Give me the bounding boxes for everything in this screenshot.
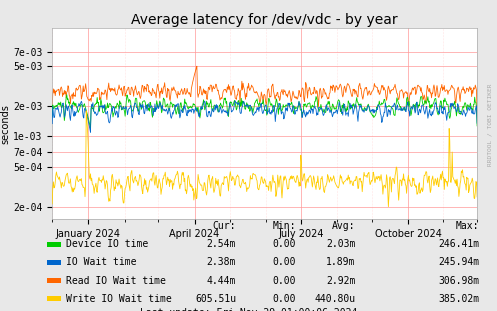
Text: 306.98m: 306.98m (438, 276, 480, 285)
Text: IO Wait time: IO Wait time (66, 258, 137, 267)
Text: 0.00: 0.00 (272, 239, 296, 249)
Text: Device IO time: Device IO time (66, 239, 148, 249)
Text: 440.80u: 440.80u (314, 294, 355, 304)
Text: Min:: Min: (272, 221, 296, 231)
Text: 0.00: 0.00 (272, 294, 296, 304)
Text: Avg:: Avg: (332, 221, 355, 231)
Text: RRDTOOL / TOBI OETIKER: RRDTOOL / TOBI OETIKER (487, 83, 492, 166)
Text: Write IO Wait time: Write IO Wait time (66, 294, 172, 304)
Text: Max:: Max: (456, 221, 480, 231)
Text: 385.02m: 385.02m (438, 294, 480, 304)
Text: 0.00: 0.00 (272, 276, 296, 285)
Text: 0.00: 0.00 (272, 258, 296, 267)
Title: Average latency for /dev/vdc - by year: Average latency for /dev/vdc - by year (131, 13, 398, 27)
Text: Read IO Wait time: Read IO Wait time (66, 276, 166, 285)
Text: Cur:: Cur: (213, 221, 236, 231)
Text: 2.92m: 2.92m (326, 276, 355, 285)
Text: Last update: Fri Nov 29 01:00:06 2024: Last update: Fri Nov 29 01:00:06 2024 (140, 309, 357, 311)
Text: 605.51u: 605.51u (195, 294, 236, 304)
Text: 245.94m: 245.94m (438, 258, 480, 267)
Text: 2.38m: 2.38m (207, 258, 236, 267)
Text: 1.89m: 1.89m (326, 258, 355, 267)
Text: 2.54m: 2.54m (207, 239, 236, 249)
Text: 246.41m: 246.41m (438, 239, 480, 249)
Text: 2.03m: 2.03m (326, 239, 355, 249)
Text: 4.44m: 4.44m (207, 276, 236, 285)
Y-axis label: seconds: seconds (0, 104, 10, 144)
